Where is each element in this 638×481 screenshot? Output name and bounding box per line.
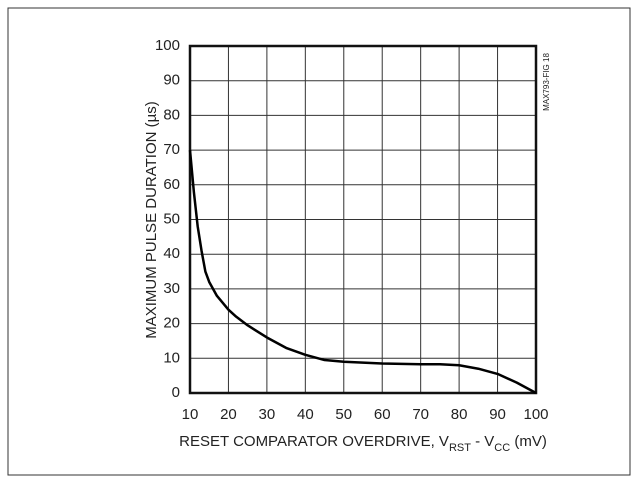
x-axis-label-part: RST xyxy=(449,442,471,454)
y-axis-label: MAXIMUM PULSE DURATION (µs) xyxy=(143,101,160,339)
data-line xyxy=(188,149,537,395)
x-tick-label: 10 xyxy=(182,406,199,423)
x-tick-label: 90 xyxy=(489,406,506,423)
x-axis-label-part: CC xyxy=(494,442,510,454)
x-tick-label: 30 xyxy=(259,406,276,423)
figure-note: MAX793-FIG 18 xyxy=(542,53,551,111)
y-tick-label: 80 xyxy=(163,106,180,123)
y-tick-label: 10 xyxy=(163,349,180,366)
x-axis-label-part: - V xyxy=(471,433,494,450)
x-tick-label: 50 xyxy=(335,406,352,423)
x-axis-label-part: RESET COMPARATOR OVERDRIVE, V xyxy=(179,433,449,450)
y-tick-label: 20 xyxy=(163,315,180,332)
x-axis-label-part: (mV) xyxy=(510,433,547,450)
y-tick-label: 70 xyxy=(163,141,180,158)
x-tick-label: 100 xyxy=(523,406,548,423)
y-tick-label: 100 xyxy=(155,37,180,54)
y-tick-label: 0 xyxy=(172,384,180,401)
x-tick-label: 60 xyxy=(374,406,391,423)
y-tick-label: 90 xyxy=(163,72,180,89)
y-tick-label: 30 xyxy=(163,280,180,297)
y-tick-label: 50 xyxy=(163,210,180,227)
plot-frame xyxy=(188,44,538,395)
y-tick-label: 60 xyxy=(163,176,180,193)
x-axis-label: RESET COMPARATOR OVERDRIVE, VRST - VCC (… xyxy=(179,433,547,454)
x-tick-label: 20 xyxy=(220,406,237,423)
outer-frame xyxy=(7,7,631,476)
y-tick-label: 40 xyxy=(163,245,180,262)
x-tick-label: 40 xyxy=(297,406,314,423)
x-tick-label: 80 xyxy=(451,406,468,423)
x-tick-label: 70 xyxy=(412,406,429,423)
